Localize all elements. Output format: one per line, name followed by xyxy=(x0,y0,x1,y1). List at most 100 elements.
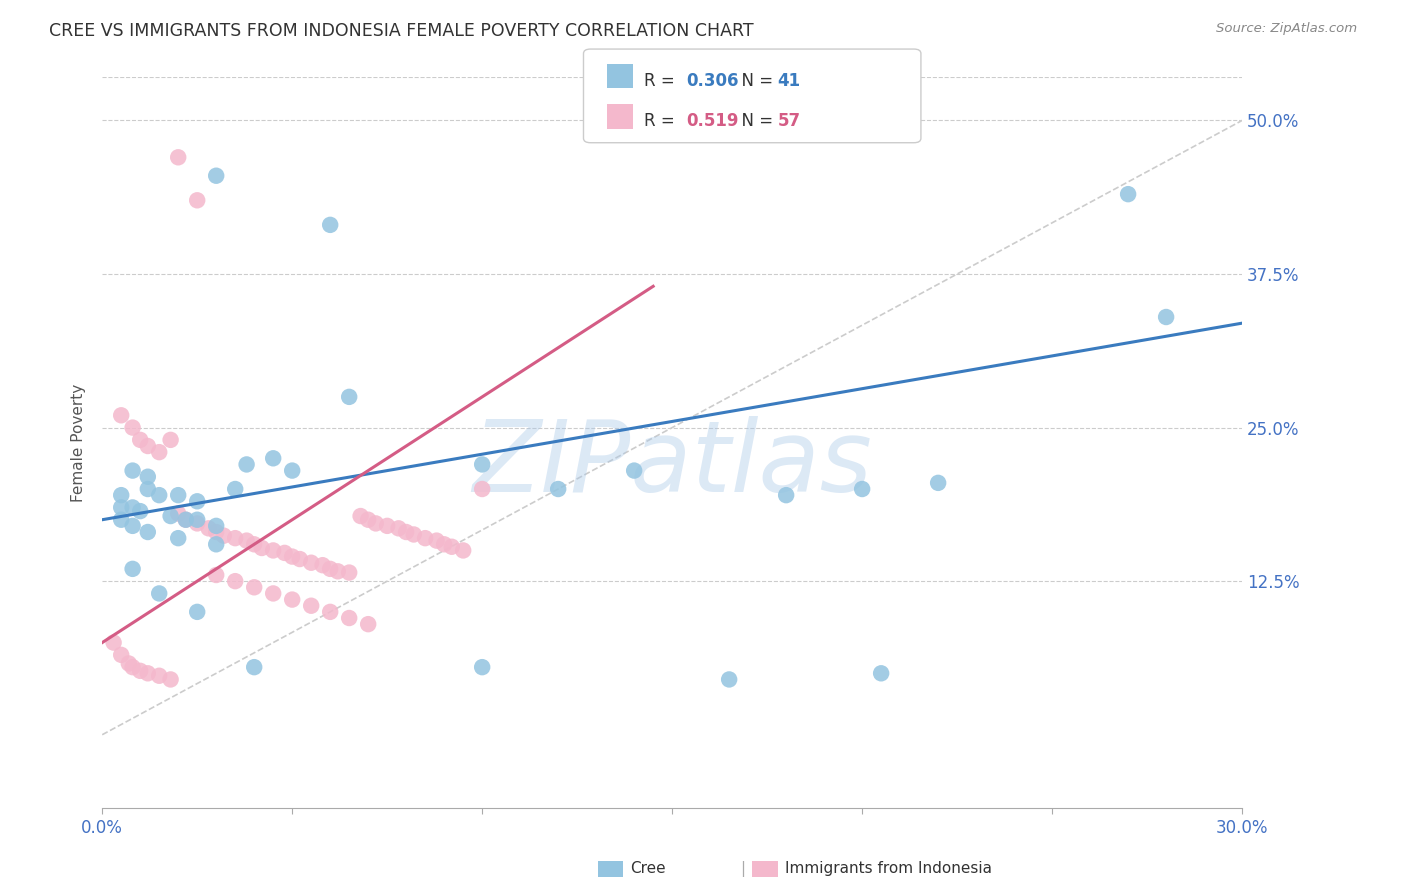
Point xyxy=(288,552,311,566)
Point xyxy=(281,592,304,607)
Point xyxy=(224,531,246,545)
Point xyxy=(148,669,170,683)
Point xyxy=(118,657,141,671)
Point xyxy=(413,531,436,545)
Point xyxy=(927,475,949,490)
Point xyxy=(136,439,159,453)
Point xyxy=(186,516,208,531)
Point xyxy=(337,566,360,580)
Point xyxy=(281,464,304,478)
Point xyxy=(319,562,342,576)
Point xyxy=(186,194,208,208)
Point xyxy=(547,482,569,496)
Point xyxy=(262,586,284,600)
Point xyxy=(136,666,159,681)
Point xyxy=(471,458,494,472)
Point xyxy=(775,488,797,502)
Y-axis label: Female Poverty: Female Poverty xyxy=(72,384,86,502)
Point xyxy=(451,543,474,558)
Point xyxy=(235,458,257,472)
Point xyxy=(319,218,342,232)
Point xyxy=(224,574,246,589)
Point xyxy=(311,558,333,573)
Point xyxy=(337,611,360,625)
Point xyxy=(349,509,371,524)
Point xyxy=(224,482,246,496)
Text: N =: N = xyxy=(731,112,779,130)
Text: 0.519: 0.519 xyxy=(686,112,738,130)
Point xyxy=(121,660,143,674)
Point xyxy=(402,527,425,541)
Point xyxy=(375,519,398,533)
Point xyxy=(159,433,181,447)
Point xyxy=(110,500,132,515)
Point xyxy=(136,469,159,483)
Point xyxy=(148,488,170,502)
Text: R =: R = xyxy=(644,71,681,90)
Point xyxy=(250,541,273,555)
Point xyxy=(121,562,143,576)
Text: Immigrants from Indonesia: Immigrants from Indonesia xyxy=(785,862,991,876)
Point xyxy=(174,513,197,527)
Point xyxy=(186,494,208,508)
Point xyxy=(326,565,349,579)
Point xyxy=(262,451,284,466)
Point xyxy=(103,635,125,649)
Point xyxy=(623,464,645,478)
Point xyxy=(235,533,257,548)
Point xyxy=(395,524,418,539)
Text: Source: ZipAtlas.com: Source: ZipAtlas.com xyxy=(1216,22,1357,36)
Point xyxy=(159,509,181,524)
Point xyxy=(870,666,893,681)
Point xyxy=(110,488,132,502)
Point xyxy=(471,660,494,674)
Point xyxy=(262,543,284,558)
Point xyxy=(357,513,380,527)
Text: 0.306: 0.306 xyxy=(686,71,738,90)
Point xyxy=(273,546,295,560)
Point xyxy=(281,549,304,564)
Point xyxy=(121,519,143,533)
Text: CREE VS IMMIGRANTS FROM INDONESIA FEMALE POVERTY CORRELATION CHART: CREE VS IMMIGRANTS FROM INDONESIA FEMALE… xyxy=(49,22,754,40)
Point xyxy=(205,519,228,533)
Point xyxy=(299,599,322,613)
Point xyxy=(167,507,190,521)
Point xyxy=(851,482,873,496)
Text: ZIPatlas: ZIPatlas xyxy=(472,417,872,514)
Point xyxy=(121,464,143,478)
Point xyxy=(426,533,449,548)
Point xyxy=(167,150,190,164)
Text: |: | xyxy=(740,861,745,877)
Point xyxy=(471,482,494,496)
Point xyxy=(186,605,208,619)
Point xyxy=(148,586,170,600)
Text: N =: N = xyxy=(731,71,779,90)
Point xyxy=(136,524,159,539)
Point xyxy=(243,537,266,551)
Point xyxy=(197,521,219,535)
Point xyxy=(205,169,228,183)
Point xyxy=(319,605,342,619)
Point xyxy=(110,409,132,423)
Point xyxy=(243,660,266,674)
Point xyxy=(299,556,322,570)
Point xyxy=(129,433,152,447)
Text: 57: 57 xyxy=(778,112,800,130)
Point xyxy=(243,580,266,594)
Point xyxy=(1116,187,1139,202)
Point xyxy=(129,664,152,678)
Point xyxy=(110,648,132,662)
Point xyxy=(136,482,159,496)
Point xyxy=(387,521,409,535)
Point xyxy=(148,445,170,459)
Point xyxy=(718,673,741,687)
Point xyxy=(205,537,228,551)
Text: Cree: Cree xyxy=(630,862,665,876)
Point xyxy=(433,537,456,551)
Point xyxy=(205,524,228,539)
Point xyxy=(159,673,181,687)
Point xyxy=(121,500,143,515)
Point xyxy=(337,390,360,404)
Point xyxy=(364,516,387,531)
Point xyxy=(167,531,190,545)
